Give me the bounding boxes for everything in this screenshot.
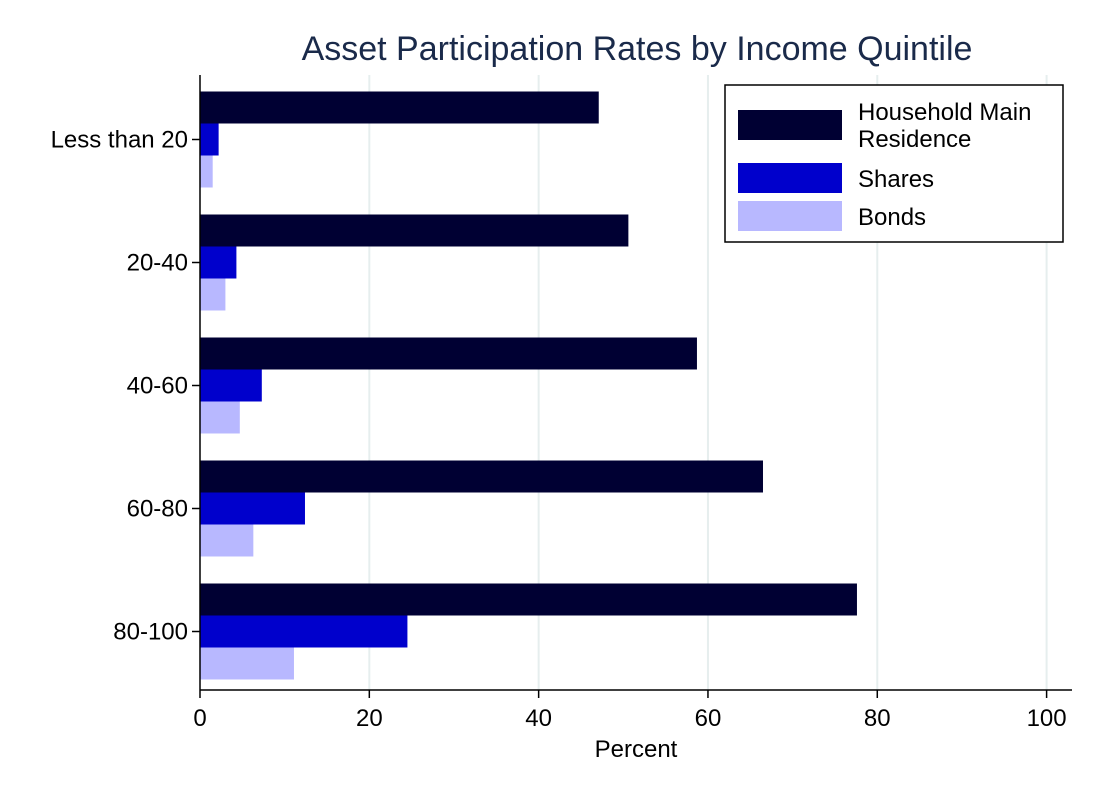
legend-label: Shares: [858, 166, 934, 193]
bar: [200, 524, 254, 557]
x-tick-label: 100: [1027, 705, 1067, 732]
bar: [200, 369, 262, 402]
y-tick-label: 20-40: [127, 250, 188, 277]
bar: [200, 583, 857, 616]
bars: [200, 91, 857, 680]
legend-label: Household Main Residence: [858, 99, 1031, 153]
y-tick-label: 60-80: [127, 496, 188, 523]
bar: [200, 155, 213, 188]
bar: [200, 401, 240, 434]
bar: [200, 91, 599, 124]
legend-label: Bonds: [858, 204, 926, 231]
x-tick-label: 80: [864, 705, 891, 732]
y-axis-ticks: Less than 20 20-40 40-60 60-80 80-100: [51, 127, 200, 646]
bar: [200, 615, 408, 648]
x-tick-label: 40: [525, 705, 552, 732]
bar: [200, 647, 294, 680]
y-tick-label: 40-60: [127, 373, 188, 400]
legend-swatch: [738, 110, 842, 140]
axes: [199, 75, 1072, 691]
x-axis-ticks: 0 20 40 60 80 100: [193, 690, 1067, 732]
legend: Household Main Residence Shares Bonds: [724, 84, 1064, 243]
bar: [200, 246, 237, 279]
y-tick-label: Less than 20: [51, 127, 188, 154]
y-tick-label: 80-100: [113, 619, 188, 646]
legend-swatch: [738, 201, 842, 231]
bar: [200, 492, 305, 525]
legend-swatch: [738, 163, 842, 193]
x-tick-label: 20: [356, 705, 383, 732]
x-axis-title: Percent: [595, 736, 678, 763]
bar: [200, 214, 629, 247]
bar: [200, 278, 226, 311]
bar: [200, 123, 219, 156]
chart-title: Asset Participation Rates by Income Quin…: [302, 30, 973, 68]
bar: [200, 337, 697, 370]
bar: [200, 460, 763, 493]
x-tick-label: 60: [695, 705, 722, 732]
x-tick-label: 0: [193, 705, 206, 732]
